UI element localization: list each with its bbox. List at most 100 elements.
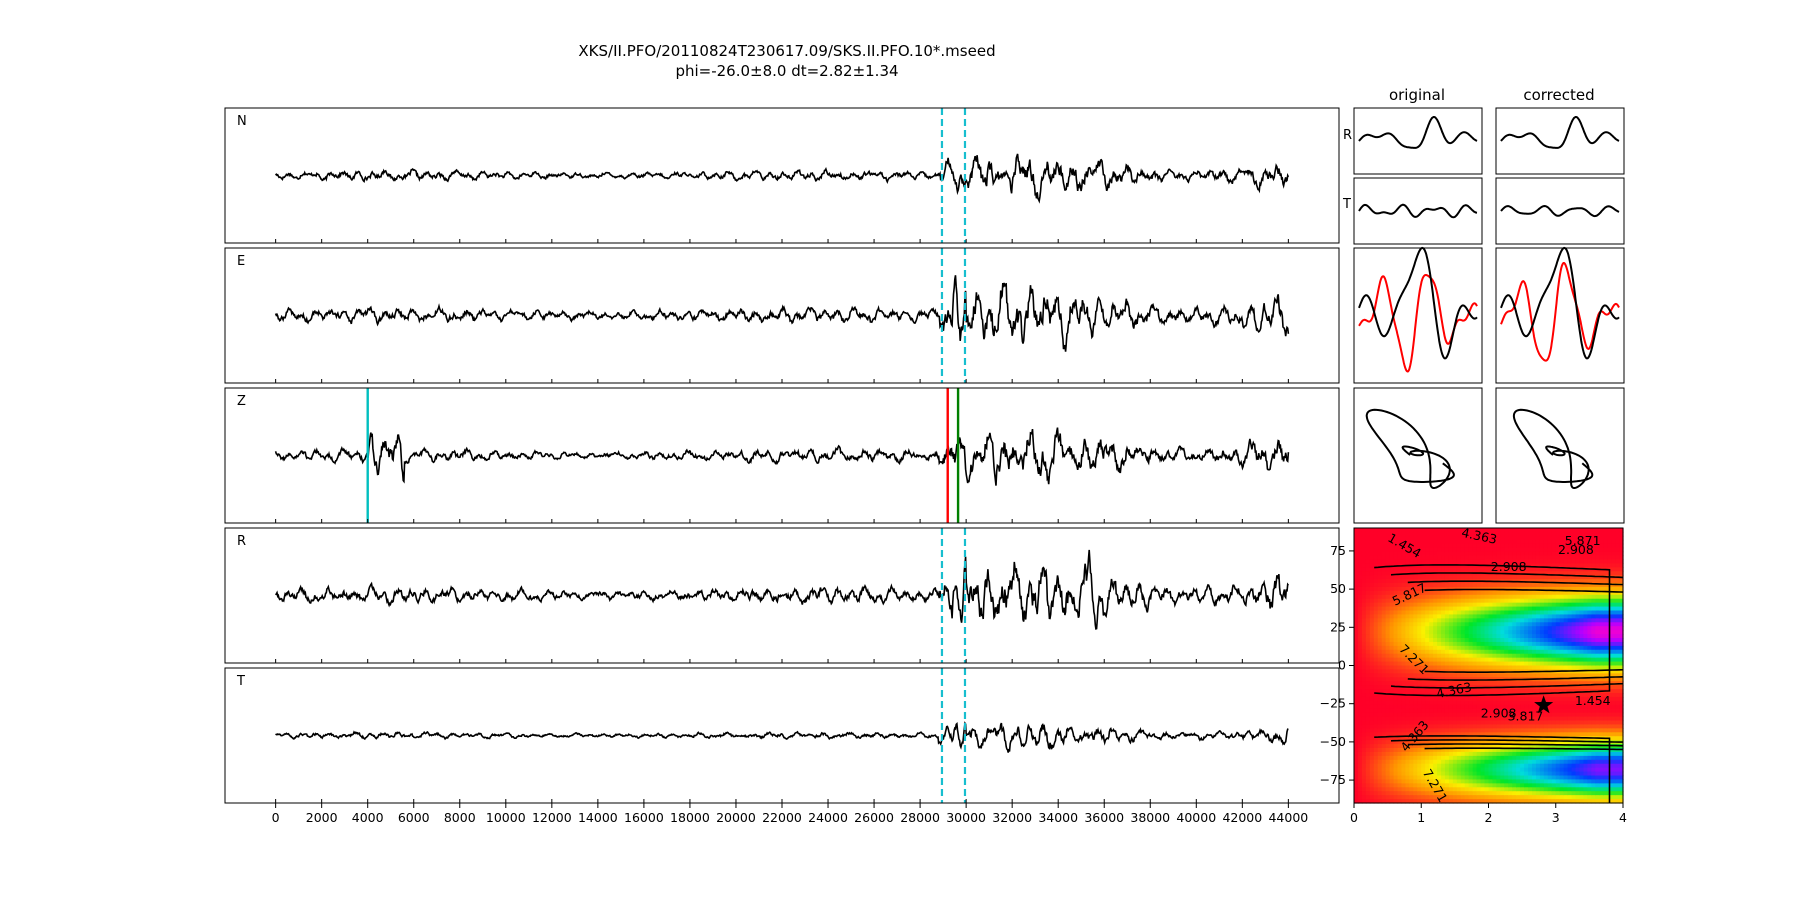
heatmap-cell: [1539, 618, 1545, 623]
heatmap-cell: [1444, 763, 1450, 769]
heatmap-cell: [1369, 653, 1375, 659]
heatmap-cell: [1369, 799, 1375, 804]
heatmap-cell: [1369, 634, 1375, 639]
heatmap-cell: [1599, 677, 1604, 682]
heatmap-cell: [1397, 630, 1403, 635]
heatmap-cell: [1488, 759, 1494, 765]
heatmap-cell: [1444, 736, 1450, 741]
heatmap-cell: [1381, 638, 1387, 643]
heatmap-cell: [1421, 555, 1426, 561]
heatmap-cell: [1535, 547, 1541, 553]
heatmap-cell: [1520, 724, 1525, 729]
heatmap-cell: [1441, 681, 1446, 686]
heatmap-cell: [1417, 712, 1422, 718]
heatmap-cell: [1555, 744, 1561, 749]
heatmap-cell: [1377, 799, 1383, 804]
heatmap-cell: [1516, 767, 1521, 773]
heatmap-cell: [1365, 559, 1371, 564]
heatmap-cell: [1555, 618, 1561, 623]
heatmap-cell: [1551, 779, 1557, 784]
heatmap-cell: [1496, 763, 1501, 769]
heatmap-cell: [1409, 704, 1414, 710]
heatmap-cell: [1543, 547, 1549, 553]
heatmap-cell: [1389, 751, 1395, 757]
heatmap-cell: [1452, 704, 1458, 710]
heatmap-cell: [1433, 602, 1438, 608]
heatmap-cell: [1595, 622, 1600, 627]
heatmap-cell: [1452, 708, 1458, 714]
heatmap-cell: [1591, 673, 1596, 678]
heatmap-cell: [1472, 634, 1478, 639]
heatmap-cell: [1377, 606, 1383, 612]
heatmap-cell: [1472, 748, 1478, 753]
heatmap-cell: [1429, 535, 1434, 541]
heatmap-cell: [1472, 673, 1478, 678]
heatmap-cell: [1377, 732, 1383, 737]
heatmap-cell: [1603, 716, 1608, 722]
heatmap-cell: [1547, 535, 1553, 541]
heatmap-cell: [1563, 602, 1569, 608]
heatmap-cell: [1520, 590, 1525, 596]
heatmap-cell: [1468, 618, 1474, 623]
x-tick-label: 26000: [854, 810, 894, 825]
heatmap-cell: [1480, 799, 1486, 804]
heatmap-cell: [1401, 543, 1407, 549]
heatmap-cell: [1472, 559, 1478, 564]
heatmap-cell: [1464, 653, 1470, 659]
heatmap-cell: [1460, 602, 1466, 608]
heatmap-cell: [1535, 543, 1541, 549]
heatmap-cell: [1357, 693, 1363, 698]
heatmap-cell: [1567, 579, 1573, 584]
heatmap-cell: [1464, 704, 1470, 710]
heatmap-cell: [1496, 759, 1501, 765]
heatmap-cell: [1373, 748, 1379, 753]
heatmap-cell: [1516, 728, 1521, 733]
heatmap-cell: [1508, 606, 1513, 612]
heatmap-cell: [1393, 638, 1399, 643]
heatmap-cell: [1365, 543, 1371, 549]
heatmap-cell: [1543, 767, 1549, 773]
heatmap-cell: [1369, 610, 1375, 616]
heatmap-cell: [1456, 598, 1462, 604]
heatmap-cell: [1619, 669, 1624, 674]
contour-label: 2.908: [1558, 542, 1594, 557]
heatmap-cell: [1417, 755, 1422, 761]
heatmap-cell: [1456, 528, 1462, 533]
heatmap-cell: [1583, 712, 1588, 718]
heatmap-cell: [1547, 665, 1553, 671]
heatmap-cell: [1377, 649, 1383, 655]
heatmap-cell: [1555, 700, 1561, 706]
heatmap-cell: [1579, 531, 1585, 537]
heatmap-cell: [1563, 767, 1569, 773]
heatmap-cell: [1583, 610, 1588, 616]
heatmap-cell: [1619, 567, 1624, 572]
heatmap-cell: [1476, 641, 1482, 647]
heatmap-cell: [1397, 755, 1403, 761]
heatmap-cell: [1524, 602, 1529, 608]
heatmap-cell: [1389, 755, 1395, 761]
heatmap-cell: [1559, 571, 1565, 576]
heatmap-cell: [1567, 638, 1573, 643]
heatmap-cell: [1524, 736, 1529, 741]
heatmap-cell: [1464, 626, 1470, 631]
heatmap-cell: [1488, 645, 1494, 651]
heatmap-cell: [1472, 531, 1478, 537]
heatmap-cell: [1528, 732, 1533, 737]
heatmap-cell: [1389, 720, 1395, 726]
heatmap-cell: [1448, 575, 1454, 580]
heatmap-cell: [1397, 665, 1403, 671]
heatmap-cell: [1571, 661, 1577, 667]
heatmap-cell: [1452, 610, 1458, 616]
panel-label-e: E: [237, 254, 245, 269]
heatmap-cell: [1476, 791, 1482, 796]
heatmap-cell: [1571, 563, 1577, 568]
heatmap-cell: [1417, 724, 1422, 729]
heatmap-cell: [1472, 543, 1478, 549]
heatmap-cell: [1603, 618, 1608, 623]
heatmap-cell: [1429, 795, 1434, 800]
heatmap-cell: [1559, 775, 1565, 781]
heatmap-cell: [1567, 783, 1573, 788]
heatmap-cell: [1377, 724, 1383, 729]
heatmap-cell: [1508, 771, 1513, 777]
heatmap-cell: [1528, 583, 1533, 588]
